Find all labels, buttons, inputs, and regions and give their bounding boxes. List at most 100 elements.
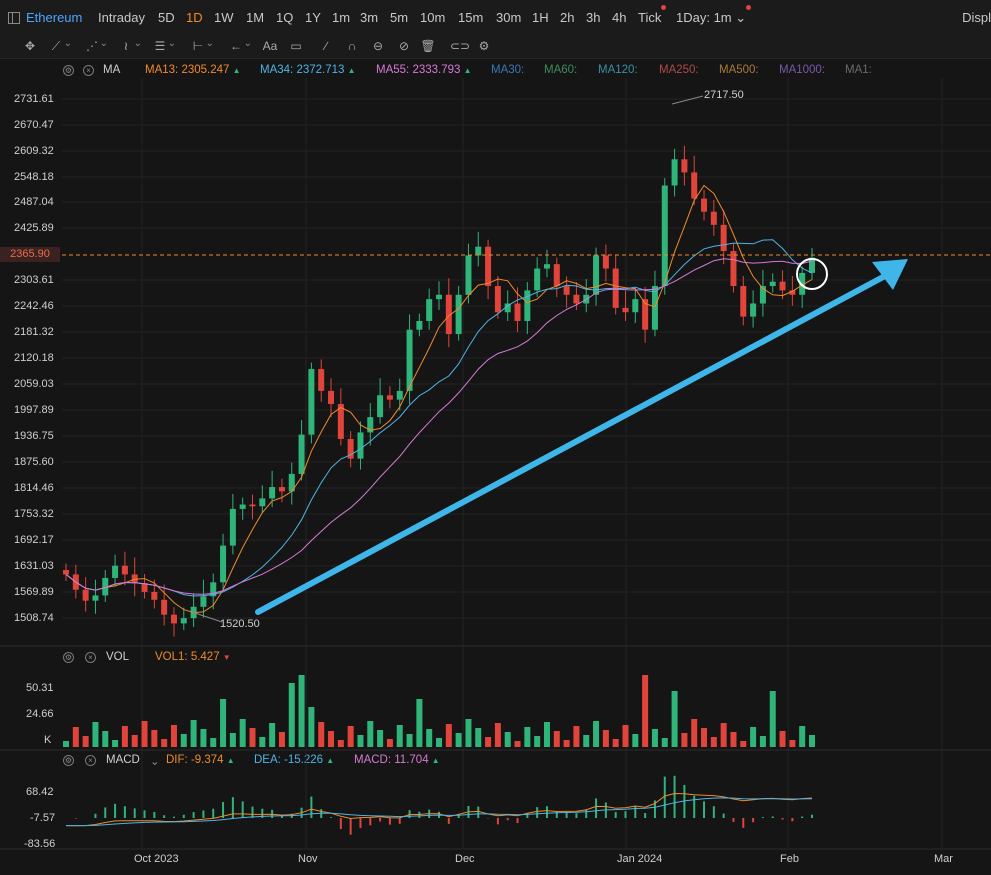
interval-dropdown[interactable]: 1Day: 1m ⌄ [676, 5, 752, 26]
gear-icon[interactable]: ⚙ [63, 65, 74, 76]
tf-1y[interactable]: 1Y [305, 10, 321, 25]
vol-tick: 50.31 [26, 682, 54, 694]
volume-bar [269, 723, 276, 747]
volume-bar [210, 738, 217, 747]
candle-body [524, 290, 531, 321]
tf-tick[interactable]: Tick [638, 5, 667, 25]
tf-1m-min[interactable]: 1m [332, 10, 351, 25]
close-icon[interactable]: × [83, 65, 94, 76]
candle-body [298, 434, 305, 474]
tf-intraday[interactable]: Intraday [98, 10, 145, 25]
hide-icon[interactable]: ⊘ [398, 39, 410, 53]
volume-bar [602, 730, 609, 747]
link-icon[interactable]: ⊂⊃ [450, 39, 471, 53]
close-icon[interactable]: × [85, 652, 96, 663]
display-menu[interactable]: Displ [962, 10, 991, 25]
volume-bar [494, 723, 501, 747]
volume-bar [141, 721, 148, 747]
symbol-name[interactable]: Ethereum [26, 10, 83, 25]
tick-badge-icon [661, 5, 667, 10]
tf-1d[interactable]: 1D [186, 10, 203, 25]
volume-bar [809, 735, 815, 747]
symbol-selector[interactable]: Ethereum [8, 10, 82, 25]
tf-1q[interactable]: 1Q [276, 10, 294, 25]
high-leader-line [671, 95, 704, 105]
line-icon[interactable]: ⟋ [48, 36, 72, 54]
candle-body [357, 432, 364, 459]
tf-1m-month[interactable]: 1M [246, 10, 265, 25]
volume-bar [112, 740, 119, 747]
up-arrow-icon: ▲ [463, 66, 472, 75]
pattern-icon[interactable]: ≀ [118, 36, 142, 54]
volume-bar [504, 732, 511, 747]
volume-bar [750, 727, 757, 747]
candle-body [710, 211, 717, 225]
tf-5d[interactable]: 5D [158, 10, 175, 25]
candle-body [92, 595, 99, 601]
trend-arrow-line [255, 273, 888, 615]
tf-2h[interactable]: 2h [560, 10, 575, 25]
tf-1w[interactable]: 1W [214, 10, 234, 25]
candle-body [278, 487, 285, 492]
tf-1h[interactable]: 1H [532, 10, 549, 25]
vol1-legend: VOL1: 5.427 ▼ [155, 651, 231, 663]
trash-icon[interactable]: 🗑 [420, 39, 436, 53]
down-arrow-icon: ▼ [222, 653, 231, 662]
magnet-icon[interactable]: ∩ [347, 39, 357, 53]
tf-30m[interactable]: 30m [496, 10, 522, 25]
volume-bar [573, 726, 580, 747]
tf-4h[interactable]: 4h [612, 10, 627, 25]
close-icon[interactable]: × [85, 755, 96, 766]
volume-bar [72, 727, 79, 747]
text-icon[interactable]: Aa [262, 39, 278, 53]
tf-15m[interactable]: 15m [458, 10, 484, 25]
candle-body [494, 286, 501, 313]
candle-body [475, 246, 482, 256]
macd-tick: -7.57 [30, 812, 56, 824]
dif-legend: DIF: -9.374 ▲ [166, 754, 235, 766]
macd-value-legend: MACD: 11.704 ▲ [354, 754, 440, 766]
measure-icon[interactable]: ⊢ [190, 36, 214, 54]
arrow-left-icon[interactable]: ← [228, 36, 252, 54]
candle-body [318, 369, 325, 391]
time-tick: Feb [780, 853, 799, 865]
time-tick: Mar [934, 853, 953, 865]
volume-bar [681, 733, 688, 747]
indicator-name[interactable]: MA [103, 64, 121, 76]
volume-bar [789, 740, 796, 747]
settings-icon[interactable]: ⚙ [478, 39, 490, 53]
ma55-value: 2333.793 [412, 64, 461, 76]
move-icon[interactable]: ✥ [24, 39, 36, 53]
candle-body [691, 172, 698, 199]
price-tick: 2059.03 [14, 378, 54, 390]
tf-10m[interactable]: 10m [420, 10, 446, 25]
candle-body [504, 303, 511, 313]
gear-icon[interactable]: ⚙ [63, 755, 74, 766]
ma120-legend: MA120: [598, 64, 638, 76]
price-tick: 2242.46 [14, 300, 54, 312]
comment-icon[interactable]: ▭ [290, 39, 302, 53]
tf-5m[interactable]: 5m [390, 10, 409, 25]
price-tick: 2670.47 [14, 119, 54, 131]
candle-body [396, 390, 403, 400]
chevron-down-icon[interactable]: ⌄ [150, 756, 160, 768]
candle-body [436, 294, 442, 300]
tf-3m[interactable]: 3m [360, 10, 379, 25]
candle-body [288, 473, 295, 492]
brush-icon[interactable]: ∕ [324, 39, 327, 53]
price-tick: 1569.89 [14, 586, 54, 598]
panel-toggle-icon[interactable] [8, 11, 20, 24]
channel-icon[interactable]: ⋰ [84, 36, 108, 54]
time-tick: Dec [455, 853, 475, 865]
vol-indicator-name[interactable]: VOL [106, 651, 130, 663]
tf-tick-label: Tick [638, 10, 662, 25]
ma60-legend: MA60: [544, 64, 578, 76]
gear-icon[interactable]: ⚙ [63, 652, 74, 663]
fib-icon[interactable]: ☰ [152, 36, 176, 54]
lock-icon[interactable]: ⊖ [372, 39, 384, 53]
macd-indicator-name[interactable]: MACD [106, 754, 140, 766]
candle-body [367, 417, 374, 433]
tf-3h[interactable]: 3h [586, 10, 601, 25]
candle-body [249, 504, 256, 507]
